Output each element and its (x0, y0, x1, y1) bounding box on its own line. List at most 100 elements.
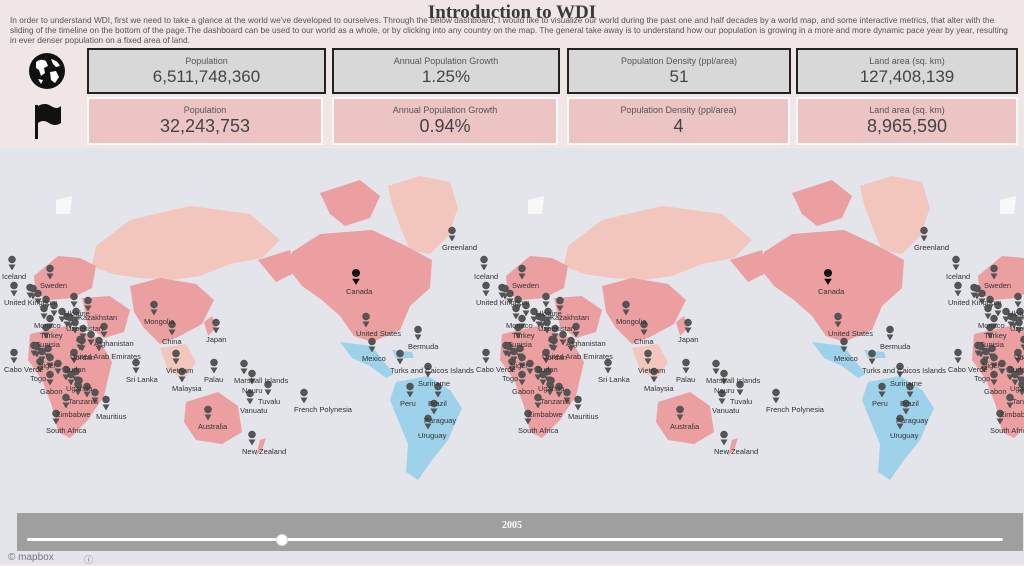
map-label-french-polynesia[interactable]: French Polynesia (766, 405, 825, 414)
map-label-tuvalu[interactable]: Tuvalu (730, 397, 752, 406)
map-label-gabon[interactable]: Gabon (984, 387, 1007, 396)
map-label-cabo-verde[interactable]: Cabo Verde (476, 365, 516, 374)
map-marker-icon[interactable] (481, 256, 488, 270)
map-label-uzbekistan[interactable]: Uzbekistan (1010, 324, 1024, 333)
map-marker-icon[interactable] (953, 256, 960, 270)
map-label-zimbabwe[interactable]: Zimbabwe (528, 410, 563, 419)
map-label-sweden[interactable]: Sweden (984, 281, 1011, 290)
map-label-palau[interactable]: Palau (204, 375, 223, 384)
map-label-afghanistan[interactable]: Afghanistan (566, 339, 606, 348)
map-label-sudan[interactable]: Sudan (1008, 365, 1024, 374)
map-marker-icon[interactable] (133, 359, 140, 373)
map-label-new-zealand[interactable]: New Zealand (242, 447, 286, 456)
map-label-united-arab-emirates[interactable]: United Arab Emirates (542, 352, 613, 361)
map-label-turkey[interactable]: Turkey (984, 331, 1007, 340)
map-marker-icon[interactable] (543, 293, 550, 307)
map-label-iceland[interactable]: Iceland (946, 272, 970, 281)
map-marker-icon[interactable] (483, 282, 490, 296)
map-label-turks-and-caicos-islands[interactable]: Turks and Caicos Islands (862, 366, 946, 375)
map-label-togo[interactable]: Togo (30, 374, 46, 383)
map-label-mongolia[interactable]: Mongolia (616, 317, 647, 326)
map-label-french-polynesia[interactable]: French Polynesia (294, 405, 353, 414)
map-marker-icon[interactable] (605, 359, 612, 373)
map-label-turkey[interactable]: Turkey (40, 331, 63, 340)
map-label-sri-lanka[interactable]: Sri Lanka (598, 375, 631, 384)
map-label-bermuda[interactable]: Bermuda (408, 342, 439, 351)
map-label-turkey[interactable]: Turkey (512, 331, 535, 340)
map-label-mexico[interactable]: Mexico (834, 354, 858, 363)
map-label-monaco[interactable]: Monaco (978, 321, 1005, 330)
map-label-sweden[interactable]: Sweden (512, 281, 539, 290)
map-marker-icon[interactable] (955, 349, 962, 363)
map-marker-icon[interactable] (11, 282, 18, 296)
map-label-mexico[interactable]: Mexico (362, 354, 386, 363)
map-label-south-africa[interactable]: South Africa (518, 426, 559, 435)
timeline-slider-handle[interactable] (276, 534, 288, 546)
map-label-uganda[interactable]: Uganda (538, 384, 565, 393)
map-marker-icon[interactable] (713, 360, 720, 374)
map-marker-icon[interactable] (9, 256, 16, 270)
map-label-tunisia[interactable]: Tunisia (508, 340, 533, 349)
map-marker-icon[interactable] (955, 282, 962, 296)
map-label-tanzania[interactable]: Tanzania (1012, 397, 1024, 406)
map-label-paraguay[interactable]: Paraguay (896, 416, 928, 425)
map-label-tunisia[interactable]: Tunisia (36, 340, 61, 349)
map-label-malaysia[interactable]: Malaysia (172, 384, 202, 393)
map-marker-icon[interactable] (683, 359, 690, 373)
map-marker-icon[interactable] (483, 349, 490, 363)
map-label-togo[interactable]: Togo (974, 374, 990, 383)
map-label-turks-and-caicos-islands[interactable]: Turks and Caicos Islands (390, 366, 474, 375)
map-label-uruguay[interactable]: Uruguay (890, 431, 919, 440)
map-label-suriname[interactable]: Suriname (418, 379, 450, 388)
map-label-mauritius[interactable]: Mauritius (96, 412, 127, 421)
map-label-marshall-islands[interactable]: Marshall Islands (234, 376, 288, 385)
map-label-vanuatu[interactable]: Vanuatu (240, 406, 267, 415)
map-label-uruguay[interactable]: Uruguay (418, 431, 447, 440)
map-label-australia[interactable]: Australia (670, 422, 700, 431)
map-label-tunisia[interactable]: Tunisia (980, 340, 1005, 349)
info-icon[interactable]: ⓘ (84, 553, 93, 566)
map-label-united-states[interactable]: United States (828, 329, 873, 338)
map-label-sudan[interactable]: Sudan (64, 365, 86, 374)
map-label-vietnam[interactable]: Vietnam (638, 366, 665, 375)
map-label-iceland[interactable]: Iceland (474, 272, 498, 281)
map-label-nauru[interactable]: Nauru (242, 386, 262, 395)
map-label-cabo-verde[interactable]: Cabo Verde (948, 365, 988, 374)
map-marker-icon[interactable] (1015, 293, 1022, 307)
map-label-china[interactable]: China (634, 337, 654, 346)
map-label-peru[interactable]: Peru (872, 399, 888, 408)
map-label-united-states[interactable]: United States (356, 329, 401, 338)
map-label-australia[interactable]: Australia (198, 422, 228, 431)
map-label-sudan[interactable]: Sudan (536, 365, 558, 374)
map-label-marshall-islands[interactable]: Marshall Islands (706, 376, 760, 385)
map-marker-icon[interactable] (887, 326, 894, 340)
map-label-monaco[interactable]: Monaco (506, 321, 533, 330)
map-label-canada[interactable]: Canada (818, 287, 845, 296)
map-marker-icon[interactable] (449, 227, 456, 241)
map-label-togo[interactable]: Togo (502, 374, 518, 383)
timeline-track[interactable] (27, 538, 1003, 541)
map-label-japan[interactable]: Japan (206, 335, 226, 344)
map-label-canada[interactable]: Canada (346, 287, 373, 296)
map-label-sri-lanka[interactable]: Sri Lanka (126, 375, 159, 384)
map-label-united-kingdom[interactable]: United Kingdom (476, 298, 529, 307)
map-label-gabon[interactable]: Gabon (40, 387, 63, 396)
map-label-suriname[interactable]: Suriname (890, 379, 922, 388)
map-label-brazil[interactable]: Brazil (428, 399, 447, 408)
map-label-vanuatu[interactable]: Vanuatu (712, 406, 739, 415)
map-label-mauritius[interactable]: Mauritius (568, 412, 599, 421)
map-marker-icon[interactable] (249, 431, 256, 445)
map-marker-icon[interactable] (301, 389, 308, 403)
map-marker-icon[interactable] (11, 349, 18, 363)
map-label-cabo-verde[interactable]: Cabo Verde (4, 365, 44, 374)
map-label-gabon[interactable]: Gabon (512, 387, 535, 396)
map-label-vietnam[interactable]: Vietnam (166, 366, 193, 375)
map-label-uganda[interactable]: Uganda (66, 384, 93, 393)
map-marker-icon[interactable] (721, 431, 728, 445)
map-marker-icon[interactable] (415, 326, 422, 340)
map-label-united-kingdom[interactable]: United Kingdom (948, 298, 1001, 307)
map-label-zimbabwe[interactable]: Zimbabwe (56, 410, 91, 419)
map-marker-icon[interactable] (575, 396, 582, 410)
